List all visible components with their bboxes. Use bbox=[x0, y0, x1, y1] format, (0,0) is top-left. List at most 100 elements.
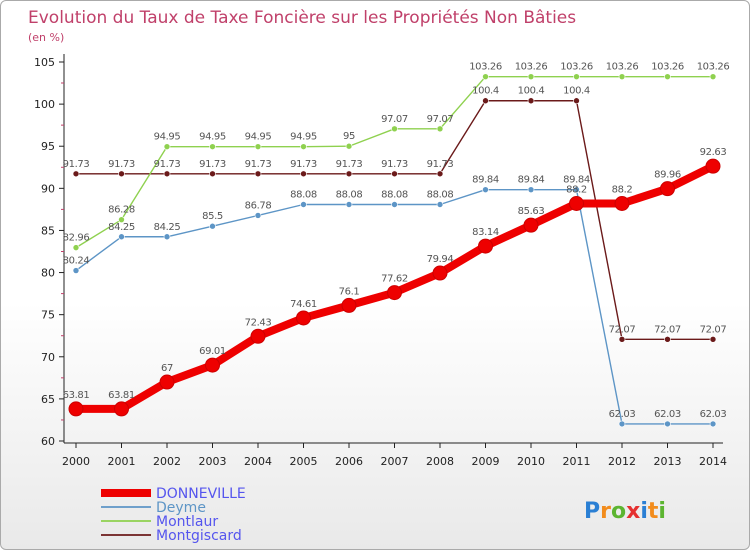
logo-letter: o bbox=[611, 499, 626, 524]
data-label-deyme: 84.25 bbox=[108, 222, 135, 233]
data-point-montgiscard bbox=[345, 170, 353, 178]
data-point-deyme bbox=[664, 420, 671, 428]
data-point-montgiscard bbox=[482, 97, 489, 105]
data-label-donneville: 67 bbox=[161, 363, 173, 374]
y-tick-label: 90 bbox=[41, 182, 55, 195]
x-tick-label: 2007 bbox=[381, 455, 409, 468]
data-point-deyme bbox=[254, 212, 262, 219]
data-point-donneville bbox=[705, 158, 721, 174]
data-label-donneville: 76.1 bbox=[339, 286, 360, 297]
x-tick-label: 2013 bbox=[654, 455, 682, 468]
data-point-montlaur bbox=[709, 73, 717, 80]
data-point-montgiscard bbox=[573, 97, 580, 105]
data-label-montgiscard: 91.73 bbox=[336, 159, 363, 170]
data-point-donneville bbox=[159, 374, 175, 390]
data-label-deyme: 89.84 bbox=[518, 175, 545, 186]
data-point-donneville bbox=[250, 328, 266, 344]
x-tick-label: 2003 bbox=[199, 455, 227, 468]
data-label-deyme: 89.84 bbox=[563, 175, 590, 186]
data-label-deyme: 62.03 bbox=[700, 409, 727, 420]
data-label-montgiscard: 91.73 bbox=[154, 159, 181, 170]
data-label-montgiscard: 100.4 bbox=[472, 86, 499, 97]
y-tick-label: 60 bbox=[41, 435, 55, 448]
data-label-deyme: 80.24 bbox=[63, 256, 90, 267]
data-point-deyme bbox=[300, 201, 307, 208]
data-point-montlaur bbox=[664, 73, 671, 80]
data-point-montgiscard bbox=[163, 170, 171, 178]
data-point-donneville bbox=[478, 238, 493, 254]
data-label-deyme: 85.5 bbox=[202, 211, 223, 222]
data-label-montlaur: 103.26 bbox=[560, 62, 593, 73]
data-label-deyme: 86.78 bbox=[245, 200, 272, 211]
data-label-deyme: 84.25 bbox=[154, 222, 181, 233]
data-point-deyme bbox=[345, 201, 353, 208]
chart-title: Evolution du Taux de Taxe Foncière sur l… bbox=[28, 8, 576, 28]
data-label-montgiscard: 91.73 bbox=[63, 159, 90, 170]
data-label-montgiscard: 91.73 bbox=[290, 159, 317, 170]
data-label-montgiscard: 91.73 bbox=[381, 159, 408, 170]
data-point-montgiscard bbox=[391, 170, 398, 178]
data-label-deyme: 88.08 bbox=[427, 190, 454, 201]
data-point-deyme bbox=[482, 186, 489, 193]
data-label-montlaur: 94.95 bbox=[290, 132, 317, 143]
data-label-donneville: 69.01 bbox=[199, 346, 226, 357]
data-point-donneville bbox=[205, 357, 220, 373]
data-label-donneville: 72.43 bbox=[245, 317, 272, 328]
data-label-deyme: 62.03 bbox=[609, 409, 636, 420]
data-point-montlaur bbox=[482, 73, 489, 80]
data-point-montgiscard bbox=[72, 170, 80, 178]
data-point-deyme bbox=[573, 186, 580, 193]
data-point-montlaur bbox=[300, 143, 307, 150]
data-label-donneville: 74.61 bbox=[290, 299, 317, 310]
data-label-deyme: 88.08 bbox=[381, 190, 408, 201]
y-tick-label: 75 bbox=[41, 309, 55, 322]
data-label-montgiscard: 91.73 bbox=[245, 159, 272, 170]
y-tick-label: 80 bbox=[41, 267, 55, 280]
data-point-donneville bbox=[569, 195, 584, 211]
x-tick-label: 2008 bbox=[426, 455, 454, 468]
data-point-montlaur bbox=[618, 73, 626, 80]
x-tick-label: 2006 bbox=[335, 455, 363, 468]
data-label-montlaur: 94.95 bbox=[245, 132, 272, 143]
data-point-deyme bbox=[118, 233, 125, 241]
data-point-montlaur bbox=[118, 216, 125, 223]
data-label-deyme: 89.84 bbox=[472, 175, 499, 186]
logo-letter: P bbox=[584, 499, 600, 524]
data-label-montlaur: 97.07 bbox=[427, 114, 454, 125]
data-label-montgiscard: 72.07 bbox=[654, 324, 681, 335]
x-tick-label: 2004 bbox=[244, 455, 272, 468]
x-tick-label: 2009 bbox=[472, 455, 500, 468]
logo-letter: i bbox=[640, 499, 648, 524]
logo-letter: x bbox=[626, 499, 640, 524]
y-tick-label: 100 bbox=[34, 98, 55, 111]
data-label-montlaur: 103.26 bbox=[651, 62, 684, 73]
data-label-donneville: 89.96 bbox=[654, 170, 681, 181]
logo-letter: i bbox=[658, 499, 666, 524]
data-labels: 91.73 91.73 91.73 91.73 91.73 91.73 91.73 91.73… bbox=[63, 62, 730, 420]
data-point-donneville bbox=[114, 401, 129, 417]
data-point-donneville bbox=[296, 310, 311, 326]
data-label-montlaur: 86.28 bbox=[108, 205, 135, 216]
y-tick-label: 65 bbox=[41, 393, 55, 406]
data-point-donneville bbox=[341, 297, 357, 313]
data-label-donneville: 63.81 bbox=[108, 390, 135, 401]
data-point-deyme bbox=[391, 201, 398, 208]
data-label-montgiscard: 91.73 bbox=[427, 159, 454, 170]
data-point-montgiscard bbox=[709, 336, 717, 343]
legend-label-deyme: Deyme bbox=[156, 500, 206, 516]
data-point-montlaur bbox=[391, 125, 398, 133]
data-label-montlaur: 103.26 bbox=[515, 62, 548, 73]
data-label-montgiscard: 72.07 bbox=[609, 324, 636, 335]
logo-letter: t bbox=[648, 499, 659, 524]
data-point-donneville bbox=[523, 217, 539, 233]
data-label-montlaur: 94.95 bbox=[154, 132, 181, 143]
data-point-montgiscard bbox=[254, 170, 262, 178]
data-point-montgiscard bbox=[300, 170, 307, 178]
axes: 60 65 70 75 80 85 90 95 100 105 2000 2001 2002 2003 20… bbox=[34, 54, 727, 468]
data-label-montlaur: 103.26 bbox=[697, 62, 730, 73]
data-label-montlaur: 82.96 bbox=[63, 233, 90, 244]
data-point-montlaur bbox=[163, 143, 171, 150]
